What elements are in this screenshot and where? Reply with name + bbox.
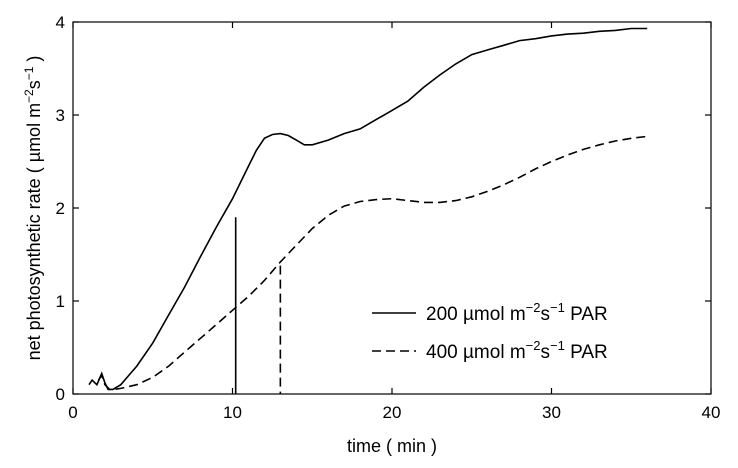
legend: 200 µmol m−2s−1 PAR 400 µmol m−2s−1 PAR xyxy=(372,300,608,363)
legend-label-400: 400 µmol m−2s−1 PAR xyxy=(426,338,608,363)
y-tick-label: 2 xyxy=(56,199,65,218)
x-axis-ticks: 0 10 20 30 40 xyxy=(68,22,720,422)
series-line-400-par xyxy=(97,135,648,391)
y-tick-label: 4 xyxy=(56,13,65,32)
legend-label-200: 200 µmol m−2s−1 PAR xyxy=(426,300,608,325)
x-tick-label: 20 xyxy=(383,403,402,422)
y-axis-title: net photosynthetic rate ( µmol m−2s−1 ) xyxy=(22,56,44,361)
x-tick-label: 10 xyxy=(223,403,242,422)
x-tick-label: 30 xyxy=(542,403,561,422)
marker-lines xyxy=(234,217,282,394)
y-tick-label: 3 xyxy=(56,106,65,125)
x-tick-label: 40 xyxy=(702,403,721,422)
plot-frame xyxy=(72,21,712,395)
y-tick-label: 0 xyxy=(56,385,65,404)
y-tick-label: 1 xyxy=(56,292,65,311)
y-axis-ticks: 0 1 2 3 4 xyxy=(56,13,711,404)
series-line-200-par xyxy=(88,27,648,391)
x-axis-title: time ( min ) xyxy=(347,436,437,456)
x-tick-label: 0 xyxy=(68,403,77,422)
series-lines xyxy=(88,27,648,391)
